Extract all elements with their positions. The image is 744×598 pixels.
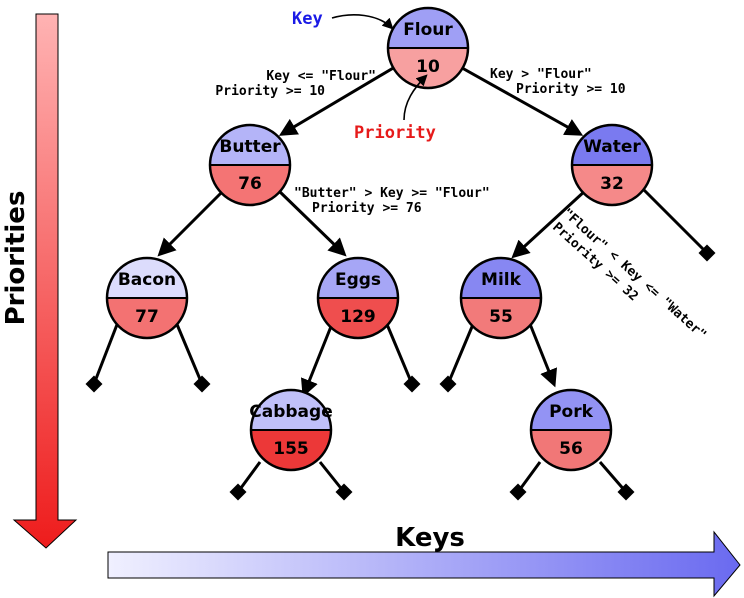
priorities-axis-arrow [12, 13, 78, 549]
condition-flour-right-key: Key > "Flour" [490, 67, 592, 82]
null-leaf [335, 483, 353, 501]
node-key-half [531, 390, 611, 430]
node-key-label: Milk [481, 270, 522, 290]
condition-flour-left-key: Key <= "Flour" [266, 69, 376, 84]
edge-water-leaf [638, 184, 709, 255]
node-key-half [461, 258, 541, 298]
tree-nodes: Flour 10 Butter 76 Water 32 Bacon 77 Eggs 129 Milk… [105, 6, 654, 472]
edge-flour-water [454, 62, 584, 136]
node-priority-half [251, 430, 331, 470]
node-key-half [318, 258, 398, 298]
node-priority-label: 129 [340, 307, 376, 327]
null-leaf [617, 483, 635, 501]
condition-water-left-key: "Flour" < Key <= "Water" [559, 206, 709, 343]
node-key-label: Butter [219, 137, 281, 157]
node-priority-half [531, 430, 611, 470]
node-pork: Pork 56 [529, 388, 613, 472]
node-priority-label: 77 [135, 307, 159, 327]
node-key-label: Cabbage [249, 402, 332, 422]
node-priority-half [210, 165, 290, 205]
node-priority-label: 155 [273, 439, 309, 459]
edge-cabbage-leaf-left [236, 461, 262, 493]
node-priority-half [107, 298, 187, 338]
null-leaf [85, 375, 103, 393]
node-key-label: Pork [549, 402, 594, 422]
node-cabbage: Cabbage 155 [249, 388, 333, 472]
null-leaf [229, 483, 247, 501]
condition-butter-right-priority: Priority >= 76 [312, 201, 422, 216]
keys-axis-label: Keys [395, 523, 465, 553]
condition-flour-left-priority: Priority >= 10 [215, 84, 325, 99]
node-bacon: Bacon 77 [105, 256, 189, 340]
edge-bacon-leaf-right [174, 321, 204, 385]
tree-edges [92, 62, 709, 493]
edge-eggs-cabbage [300, 323, 334, 398]
node-flour: Flour 10 [386, 6, 470, 90]
node-butter: Butter 76 [208, 123, 292, 207]
priority-callout-label: Priority [354, 123, 436, 143]
node-key-half [210, 125, 290, 165]
node-priority-label: 10 [416, 57, 440, 77]
edge-eggs-leaf [384, 321, 414, 385]
priorities-axis-label: Priorities [1, 191, 31, 326]
edge-cabbage-leaf-right [318, 461, 346, 493]
node-key-label: Eggs [335, 270, 381, 290]
node-key-half [388, 8, 468, 48]
null-leaves [85, 244, 716, 501]
node-key-half [107, 258, 187, 298]
edge-milk-pork [528, 323, 558, 388]
node-priority-half [572, 165, 652, 205]
edge-pork-leaf-left [516, 461, 542, 493]
node-priority-half [318, 298, 398, 338]
node-priority-label: 32 [600, 174, 624, 194]
null-leaf [698, 244, 716, 262]
node-eggs: Eggs 129 [316, 256, 400, 340]
edge-bacon-leaf-left [92, 321, 120, 385]
null-leaf [439, 375, 457, 393]
node-priority-label: 76 [238, 174, 262, 194]
node-key-label: Bacon [118, 270, 176, 290]
edge-flour-butter [278, 62, 401, 136]
node-priority-label: 56 [559, 439, 583, 459]
node-milk: Milk 55 [459, 256, 543, 340]
node-priority-half [461, 298, 541, 338]
node-key-label: Flour [403, 20, 453, 40]
callouts: Key Priority [292, 9, 436, 143]
node-key-half [572, 125, 652, 165]
priority-callout-arrow [403, 74, 428, 121]
condition-flour-right-priority: Priority >= 10 [516, 82, 626, 97]
edge-butter-bacon [157, 188, 226, 257]
condition-butter-right-key: "Butter" > Key >= "Flour" [294, 186, 490, 201]
edge-pork-leaf-right [598, 461, 628, 493]
null-leaf [509, 483, 527, 501]
node-priority-label: 55 [489, 307, 513, 327]
edge-water-milk [511, 188, 588, 259]
node-key-half [251, 390, 331, 430]
key-callout-label: Key [292, 9, 323, 29]
null-leaf [193, 375, 211, 393]
edge-milk-leaf [446, 321, 476, 385]
node-key-label: Water [583, 137, 641, 157]
edge-butter-eggs [276, 188, 347, 257]
node-priority-half [388, 48, 468, 88]
key-callout-arrow [331, 14, 394, 30]
node-water: Water 32 [570, 123, 654, 207]
null-leaf [403, 375, 421, 393]
keys-axis-arrow [107, 530, 741, 598]
